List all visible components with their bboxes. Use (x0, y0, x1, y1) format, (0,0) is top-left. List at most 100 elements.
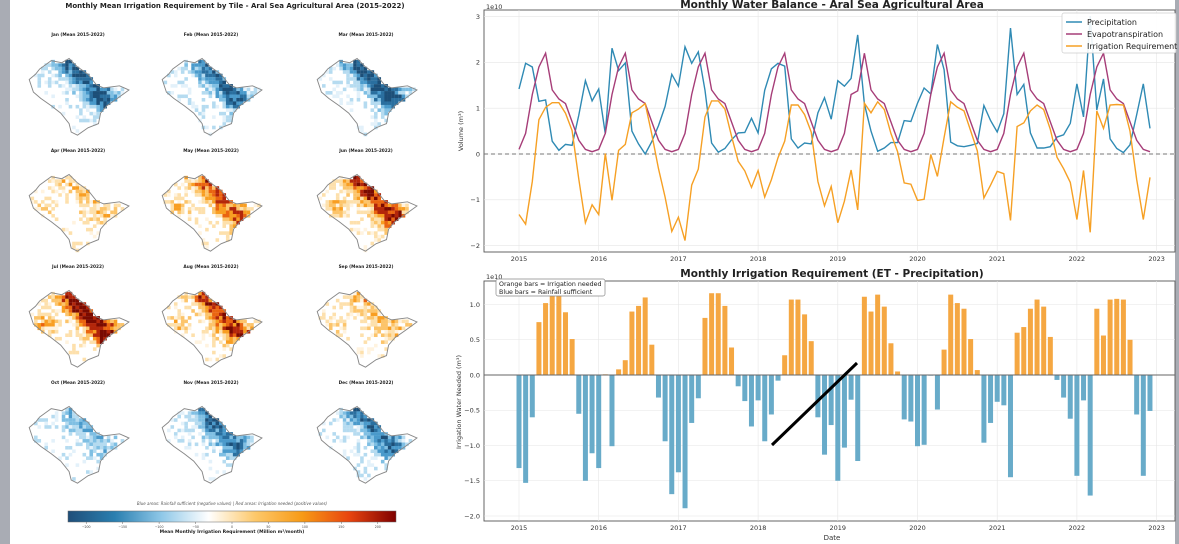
bar-irrigation-needed (961, 308, 967, 375)
map-panel-title: May (Mean 2015-2022) (183, 148, 239, 154)
bar-irrigation-needed (974, 370, 980, 375)
colorbar-tick-label: 200 (375, 525, 381, 529)
region-outline (316, 405, 418, 484)
colorbar-tick-label: −50 (192, 525, 199, 529)
colorbar-tick-label: 150 (338, 525, 344, 529)
bar-rainfall-sufficient (762, 375, 768, 442)
window-edge-left (0, 0, 10, 544)
drawn-stroke-mark (770, 361, 859, 447)
bar-irrigation-needed (1094, 308, 1100, 375)
region-outline (161, 173, 263, 252)
bar-rainfall-sufficient (662, 375, 668, 442)
bar-rainfall-sufficient (828, 375, 834, 426)
bar-irrigation-needed (968, 339, 974, 375)
bar-irrigation-needed (636, 305, 642, 375)
map-panel: Nov (Mean 2015-2022) (161, 380, 263, 484)
bottom-chart-x-tick: 2020 (909, 524, 926, 532)
window-edge-right (1175, 0, 1179, 544)
bar-irrigation-needed (1100, 335, 1106, 375)
series-line-evapotranspiration (518, 50, 1151, 153)
bar-rainfall-sufficient (1081, 375, 1087, 401)
bar-irrigation-needed (954, 303, 960, 375)
bottom-chart-x-tick: 2019 (830, 524, 847, 532)
legend-label-irrigation: Irrigation Requirement (1087, 42, 1177, 51)
series-line-irrigation-requirement (518, 100, 1151, 241)
region-outline (316, 289, 418, 368)
bar-rainfall-sufficient (609, 375, 615, 447)
map-panel-title: Nov (Mean 2015-2022) (183, 380, 238, 386)
bar-rainfall-sufficient (695, 375, 701, 399)
top-chart-scale: 1e10 (486, 3, 502, 11)
bar-rainfall-sufficient (988, 375, 994, 423)
legend-label-evapotranspiration: Evapotranspiration (1087, 30, 1163, 39)
map-panel: Mar (Mean 2015-2022) (316, 32, 418, 137)
bottom-chart-ylabel: Irrigation Water Needed (m³) (455, 355, 463, 449)
bottom-chart-y-tick: 1.0 (470, 301, 480, 309)
bar-irrigation-needed (1127, 339, 1133, 375)
bottom-chart-xlabel: Date (824, 534, 841, 542)
bar-irrigation-needed (549, 296, 555, 375)
bar-rainfall-sufficient (755, 375, 761, 401)
series-line-precipitation (518, 16, 1151, 156)
bar-rainfall-sufficient (822, 375, 828, 455)
region-outline (316, 57, 418, 136)
map-panel: Sep (Mean 2015-2022) (316, 264, 418, 368)
bar-irrigation-needed (881, 306, 887, 375)
bar-irrigation-needed (629, 311, 635, 375)
colorbar (67, 510, 397, 523)
top-chart-y-tick: 1 (476, 105, 480, 113)
top-chart-legend: Precipitation Evapotranspiration Irrigat… (1061, 12, 1177, 54)
top-chart-x-tick: 2022 (1069, 255, 1086, 263)
bottom-chart-annotation: Orange bars = Irrigation needed Blue bar… (495, 278, 606, 297)
map-panel: Jun (Mean 2015-2022) (316, 148, 418, 253)
bar-rainfall-sufficient (855, 375, 861, 462)
bar-irrigation-needed (1021, 327, 1027, 375)
bar-rainfall-sufficient (1054, 375, 1060, 380)
bar-rainfall-sufficient (669, 375, 675, 495)
bar-irrigation-needed (868, 311, 874, 375)
bar-rainfall-sufficient (529, 375, 535, 418)
top-chart-x-tick: 2023 (1148, 255, 1165, 263)
bottom-chart-y-tick: 0.5 (470, 336, 480, 344)
bar-rainfall-sufficient (582, 375, 588, 481)
map-panel: Aug (Mean 2015-2022) (161, 264, 263, 368)
bar-irrigation-needed (642, 297, 648, 375)
bottom-chart-y-tick: 0.0 (470, 371, 480, 379)
map-panel-title: Jun (Mean 2015-2022) (338, 148, 393, 154)
region-outline (161, 57, 263, 136)
colorbar-tick-label: −150 (118, 525, 127, 529)
colorbar-label: Mean Monthly Irrigation Requirement (Mil… (160, 529, 305, 535)
region-outline (28, 173, 130, 252)
bar-irrigation-needed (948, 294, 954, 375)
bar-rainfall-sufficient (915, 375, 920, 447)
bar-rainfall-sufficient (576, 375, 582, 414)
bar-rainfall-sufficient (901, 375, 907, 420)
top-chart-x-tick: 2020 (909, 255, 926, 263)
bottom-chart-x-tick: 2015 (511, 524, 528, 532)
bar-irrigation-needed (1107, 299, 1113, 375)
bar-irrigation-needed (1041, 306, 1047, 375)
map-panel: Dec (Mean 2015-2022) (316, 380, 418, 484)
bar-irrigation-needed (1047, 336, 1053, 375)
map-panel: May (Mean 2015-2022) (161, 148, 263, 252)
top-chart-x-tick: 2017 (670, 255, 687, 263)
map-panel-title: Oct (Mean 2015-2022) (51, 380, 105, 386)
bar-rainfall-sufficient (994, 375, 1000, 402)
bar-irrigation-needed (861, 296, 867, 375)
bar-rainfall-sufficient (689, 375, 695, 423)
bar-rainfall-sufficient (835, 375, 841, 481)
colorbar-tick-label: 0 (231, 525, 233, 529)
bar-rainfall-sufficient (1087, 375, 1093, 496)
bar-rainfall-sufficient (1007, 375, 1013, 478)
bottom-chart-y-tick: −1.0 (464, 442, 480, 450)
map-panel-title: Jan (Mean 2015-2022) (50, 32, 104, 38)
colorbar-tick-label: 50 (266, 525, 270, 529)
bar-rainfall-sufficient (1134, 375, 1140, 415)
bar-rainfall-sufficient (1001, 375, 1007, 406)
bar-rainfall-sufficient (768, 375, 774, 415)
top-chart-x-tick: 2015 (511, 255, 528, 263)
bar-irrigation-needed (1120, 299, 1126, 375)
bar-rainfall-sufficient (675, 375, 681, 473)
bottom-chart-x-tick: 2021 (989, 524, 1006, 532)
bar-rainfall-sufficient (1147, 375, 1153, 411)
